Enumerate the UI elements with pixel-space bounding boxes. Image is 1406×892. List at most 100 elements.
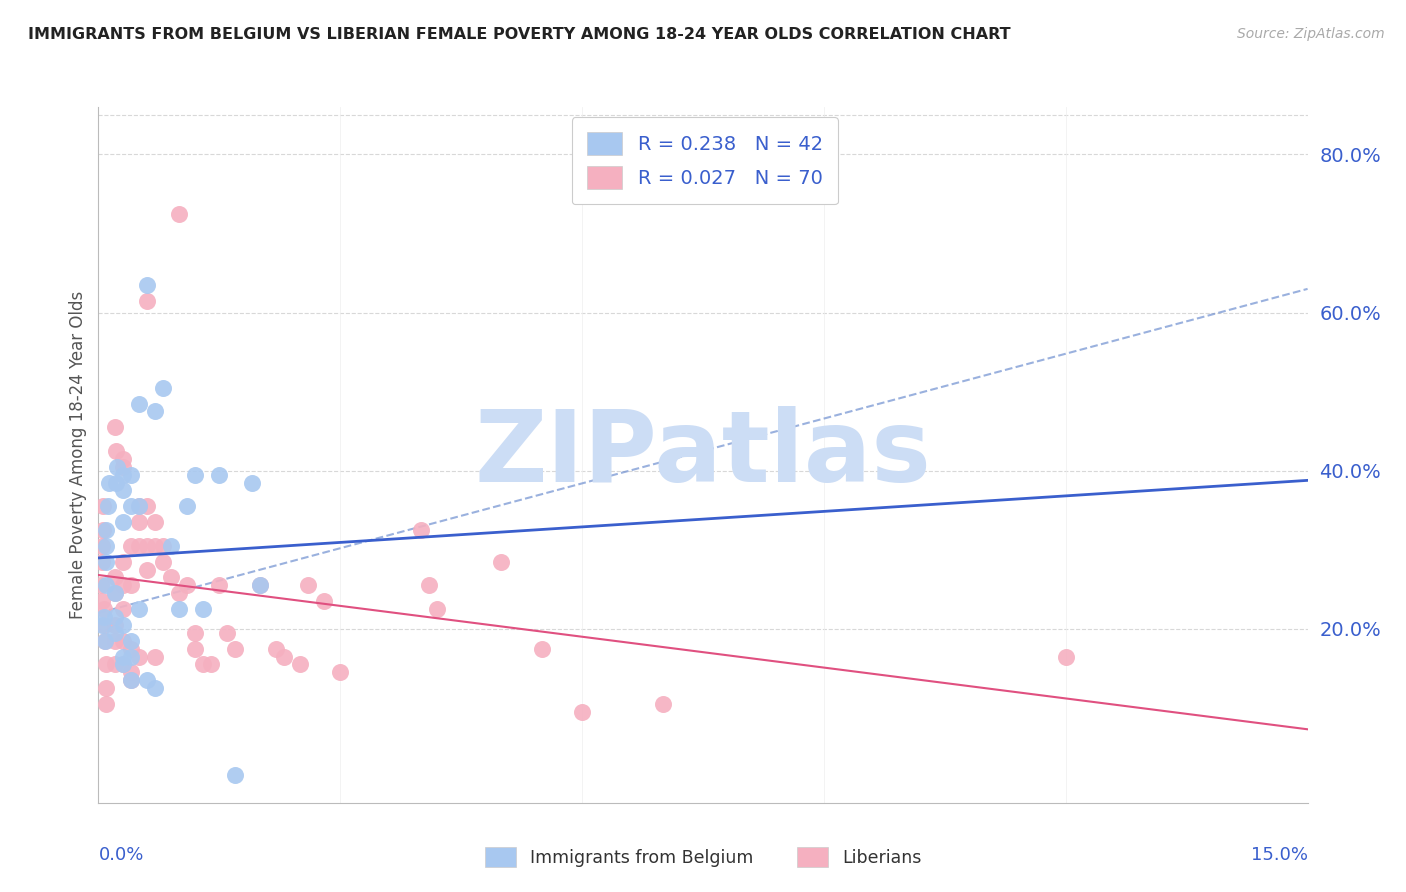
Point: [96, 555, 118, 569]
Point: [111, 618, 134, 632]
Point: [103, 586, 125, 600]
Point: [103, 657, 125, 672]
Point: [120, 641, 142, 656]
Point: [96, 681, 118, 695]
Point: [152, 539, 174, 553]
Legend: R = 0.238   N = 42, R = 0.027   N = 70: R = 0.238 N = 42, R = 0.027 N = 70: [572, 117, 838, 204]
Point: [103, 610, 125, 624]
Point: [143, 515, 166, 529]
Point: [111, 459, 134, 474]
Point: [249, 578, 271, 592]
Point: [120, 633, 142, 648]
Point: [160, 539, 183, 553]
Point: [224, 641, 246, 656]
Point: [651, 697, 673, 711]
Point: [184, 625, 207, 640]
Point: [111, 649, 134, 664]
Text: 0.0%: 0.0%: [98, 847, 143, 864]
Point: [128, 500, 150, 514]
Point: [96, 539, 118, 553]
Point: [96, 578, 118, 592]
Point: [111, 633, 134, 648]
Point: [208, 467, 231, 482]
Point: [111, 657, 134, 672]
Point: [152, 555, 174, 569]
Point: [409, 523, 432, 537]
Point: [120, 649, 142, 664]
Point: [418, 578, 440, 592]
Point: [314, 594, 336, 608]
Point: [135, 673, 157, 688]
Point: [111, 602, 134, 616]
Point: [111, 555, 134, 569]
Point: [93, 618, 115, 632]
Point: [135, 293, 157, 308]
Point: [128, 649, 150, 664]
Point: [426, 602, 449, 616]
Point: [128, 515, 150, 529]
Point: [103, 586, 125, 600]
Point: [176, 500, 198, 514]
Point: [160, 570, 183, 584]
Point: [94, 633, 117, 648]
Point: [96, 523, 118, 537]
Point: [530, 641, 553, 656]
Point: [103, 420, 125, 434]
Point: [105, 444, 128, 458]
Point: [105, 475, 128, 490]
Point: [264, 641, 287, 656]
Point: [273, 649, 295, 664]
Point: [217, 625, 239, 640]
Point: [97, 475, 120, 490]
Point: [143, 681, 166, 695]
Point: [111, 467, 134, 482]
Point: [94, 633, 117, 648]
Point: [128, 602, 150, 616]
Point: [90, 578, 112, 592]
Point: [120, 539, 142, 553]
Point: [120, 578, 142, 592]
Point: [135, 277, 157, 292]
Text: Source: ZipAtlas.com: Source: ZipAtlas.com: [1237, 27, 1385, 41]
Point: [120, 673, 142, 688]
Point: [184, 467, 207, 482]
Point: [143, 649, 166, 664]
Point: [152, 381, 174, 395]
Point: [96, 697, 118, 711]
Point: [103, 625, 125, 640]
Point: [93, 602, 115, 616]
Point: [184, 641, 207, 656]
Text: IMMIGRANTS FROM BELGIUM VS LIBERIAN FEMALE POVERTY AMONG 18-24 YEAR OLDS CORRELA: IMMIGRANTS FROM BELGIUM VS LIBERIAN FEMA…: [28, 27, 1011, 42]
Point: [120, 467, 142, 482]
Point: [90, 594, 112, 608]
Text: ZIPatlas: ZIPatlas: [475, 407, 931, 503]
Point: [111, 451, 134, 466]
Point: [103, 618, 125, 632]
Point: [240, 475, 263, 490]
Point: [249, 578, 271, 592]
Point: [91, 618, 114, 632]
Point: [208, 578, 231, 592]
Point: [128, 396, 150, 410]
Point: [111, 515, 134, 529]
Point: [167, 586, 190, 600]
Point: [93, 610, 115, 624]
Point: [491, 555, 513, 569]
Point: [1054, 649, 1077, 664]
Point: [135, 563, 157, 577]
Point: [329, 665, 352, 680]
Point: [200, 657, 222, 672]
Point: [128, 500, 150, 514]
Point: [143, 404, 166, 418]
Legend: Immigrants from Belgium, Liberians: Immigrants from Belgium, Liberians: [478, 840, 928, 874]
Point: [167, 602, 190, 616]
Point: [143, 539, 166, 553]
Point: [128, 539, 150, 553]
Point: [120, 500, 142, 514]
Point: [120, 665, 142, 680]
Text: 15.0%: 15.0%: [1250, 847, 1308, 864]
Point: [193, 657, 215, 672]
Point: [91, 523, 114, 537]
Point: [97, 500, 120, 514]
Point: [571, 705, 593, 719]
